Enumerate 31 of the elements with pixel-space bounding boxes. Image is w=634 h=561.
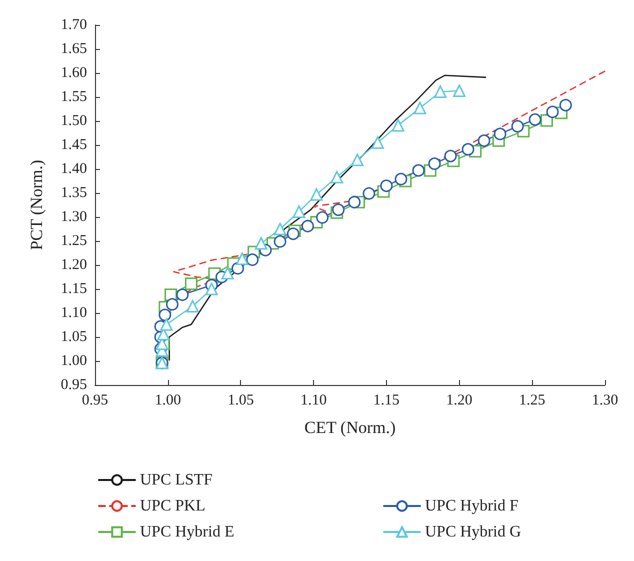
legend-label: UPC PKL bbox=[140, 498, 206, 514]
y-tick-label: 1.35 bbox=[60, 185, 87, 201]
y-tick-label: 1.55 bbox=[60, 89, 87, 105]
x-axis-title: CET (Norm.) bbox=[304, 418, 396, 437]
legend-label: UPC Hybrid F bbox=[425, 498, 518, 514]
x-tick-label: 1.05 bbox=[228, 392, 254, 408]
y-tick-label: 1.70 bbox=[60, 17, 87, 33]
y-tick-label: 1.00 bbox=[60, 353, 87, 369]
x-tick-label: 1.10 bbox=[300, 392, 327, 408]
y-tick-label: 1.40 bbox=[60, 161, 87, 177]
y-tick-label: 1.10 bbox=[60, 305, 87, 321]
y-axis-title: PCT (Norm.) bbox=[27, 160, 46, 250]
legend-label: UPC LSTF bbox=[140, 472, 213, 488]
y-tick-label: 1.25 bbox=[60, 233, 87, 249]
x-tick-label: 1.30 bbox=[592, 392, 618, 408]
legend-label: UPC Hybrid G bbox=[425, 524, 522, 540]
x-tick-label: 0.95 bbox=[82, 392, 108, 408]
y-tick-label: 1.65 bbox=[60, 41, 87, 57]
x-tick-label: 1.25 bbox=[519, 392, 546, 408]
x-tick-label: 1.20 bbox=[446, 392, 472, 408]
y-tick-label: 1.30 bbox=[60, 209, 87, 225]
y-tick-label: 1.15 bbox=[60, 281, 87, 297]
y-tick-label: 1.05 bbox=[60, 329, 87, 345]
y-tick-label: 1.20 bbox=[60, 257, 87, 273]
y-tick-label: 1.45 bbox=[60, 137, 87, 153]
y-tick-label: 0.95 bbox=[60, 377, 87, 393]
legend-label: UPC Hybrid E bbox=[140, 524, 234, 540]
x-tick-label: 1.15 bbox=[373, 392, 400, 408]
y-tick-label: 1.50 bbox=[60, 113, 87, 129]
y-tick-label: 1.60 bbox=[60, 65, 87, 81]
x-tick-label: 1.00 bbox=[154, 392, 181, 408]
